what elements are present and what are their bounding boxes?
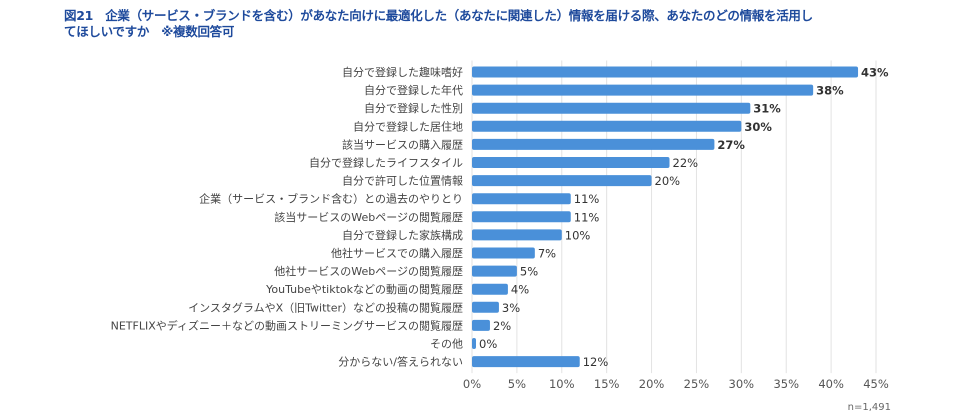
bar <box>472 356 580 368</box>
category-label: YouTubeやtiktokなどの動画の閲覧履歴 <box>265 282 463 296</box>
data-label: 20% <box>655 174 681 188</box>
category-label: 自分で登録した性別 <box>364 101 463 115</box>
x-tick-label: 15% <box>594 377 620 391</box>
bar <box>472 283 508 295</box>
bar <box>472 319 490 331</box>
chart-title-line1: 図21 企業（サービス・ブランドを含む）があなた向けに最適化した（あなたに関連し… <box>64 8 813 23</box>
x-tick-label: 30% <box>729 377 755 391</box>
data-label: 7% <box>538 247 556 261</box>
data-label: 4% <box>511 283 529 297</box>
category-label: 自分で許可した位置情報 <box>342 174 463 188</box>
bar <box>472 247 535 259</box>
category-label: 自分で登録したライフスタイル <box>309 156 463 170</box>
data-label: 12% <box>583 355 609 369</box>
x-tick-label: 35% <box>773 377 799 391</box>
category-label: 自分で登録した家族構成 <box>342 228 463 242</box>
category-label: 該当サービスの購入履歴 <box>342 137 463 151</box>
bar <box>472 175 652 187</box>
chart-title-line2: てほしいですか ※複数回答可 <box>64 24 235 39</box>
category-label: インスタグラムやX（旧Twitter）などの投稿の閲覧履歴 <box>188 300 463 314</box>
bar <box>472 138 715 150</box>
bar <box>472 301 499 313</box>
category-label: 分からない/答えられない <box>338 355 463 369</box>
data-label: 27% <box>717 138 745 152</box>
x-tick-label: 10% <box>549 377 575 391</box>
bar <box>472 193 571 205</box>
bar <box>472 120 742 132</box>
data-label: 5% <box>520 265 538 279</box>
data-label: 11% <box>574 210 600 224</box>
data-label: 3% <box>502 301 520 315</box>
data-label: 43% <box>861 66 889 80</box>
data-label: 30% <box>744 120 772 134</box>
x-tick-label: 45% <box>863 377 889 391</box>
bar <box>472 66 859 78</box>
bar <box>472 84 814 96</box>
bar <box>472 157 670 168</box>
data-label: 2% <box>493 319 511 333</box>
x-tick-label: 0% <box>463 377 481 391</box>
category-label: その他 <box>430 338 463 351</box>
data-label: 38% <box>816 84 844 98</box>
chart-title: 図21 企業（サービス・ブランドを含む）があなた向けに最適化した（あなたに関連し… <box>64 8 924 40</box>
sample-size: n=1,491 <box>847 402 891 413</box>
data-label: 0% <box>479 337 497 351</box>
x-tick-label: 40% <box>818 377 844 391</box>
bar <box>472 102 751 114</box>
category-label: 企業（サービス・ブランド含む）との過去のやりとり <box>199 192 463 206</box>
category-label: 自分で登録した趣味嗜好 <box>342 65 463 79</box>
data-label: 10% <box>565 228 591 242</box>
category-label: 自分で登録した居住地 <box>353 119 463 133</box>
x-tick-label: 5% <box>508 377 526 391</box>
category-label: 他社サービスでの購入履歴 <box>331 246 463 260</box>
bar <box>472 338 476 349</box>
x-tick-label: 25% <box>684 377 710 391</box>
category-label: 該当サービスのWebページの閲覧履歴 <box>274 210 463 224</box>
category-label: 他社サービスのWebページの閲覧履歴 <box>274 264 463 278</box>
data-label: 31% <box>753 102 781 116</box>
bar <box>472 265 517 277</box>
data-label: 11% <box>574 192 600 206</box>
bar <box>472 211 571 223</box>
x-tick-label: 20% <box>639 377 665 391</box>
data-label: 22% <box>673 156 699 170</box>
bar <box>472 229 562 241</box>
category-label: NETFLIXやディズニー＋などの動画ストリーミングサービスの閲覧履歴 <box>111 318 463 332</box>
category-label: 自分で登録した年代 <box>364 83 463 97</box>
